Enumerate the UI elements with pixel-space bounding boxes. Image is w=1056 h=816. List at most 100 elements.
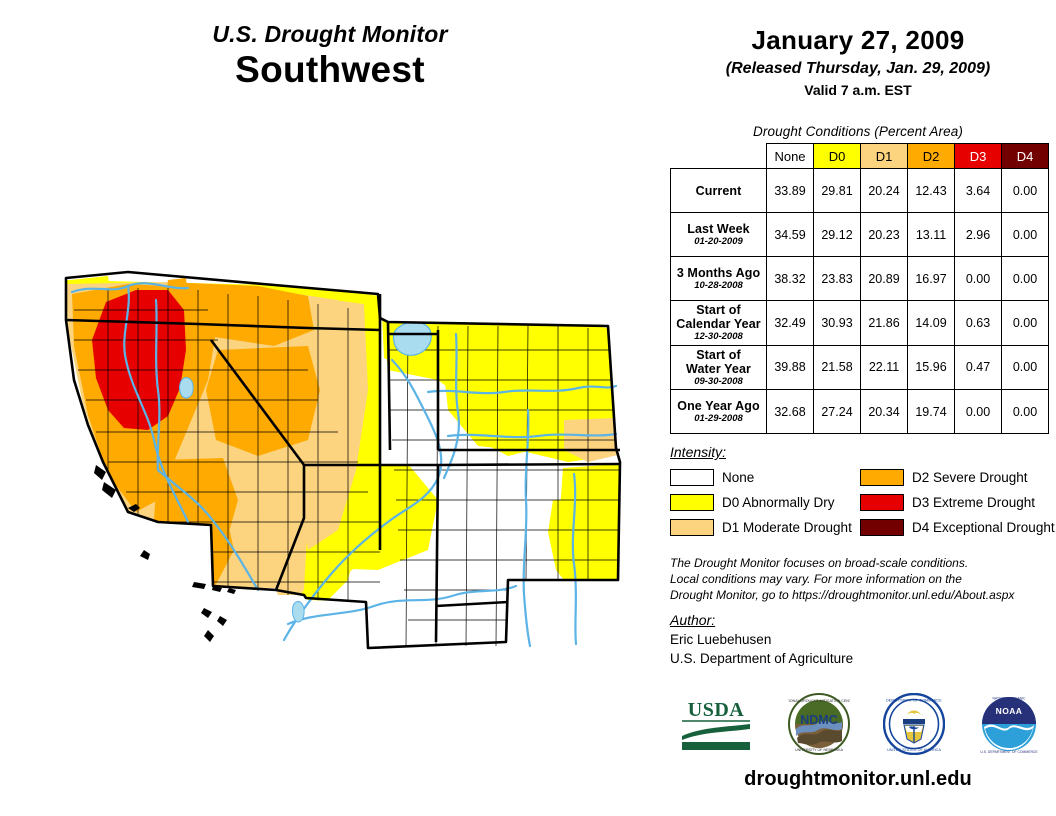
column-header-d4: D4 — [1001, 143, 1049, 169]
row-label-0: Current — [670, 168, 767, 213]
cell-d4: 0.00 — [1001, 300, 1049, 346]
legend-item-d2: D2 Severe Drought — [860, 469, 1056, 486]
cell-none: 38.32 — [766, 256, 814, 301]
cell-none: 33.89 — [766, 168, 814, 213]
map-coast-islands — [94, 465, 236, 642]
svg-text:UNIVERSITY OF NEBRASKA: UNIVERSITY OF NEBRASKA — [794, 748, 843, 752]
page-title-primary: U.S. Drought Monitor — [212, 21, 448, 47]
cell-d4: 0.00 — [1001, 344, 1049, 391]
map-county-borders — [74, 288, 620, 647]
report-date: January 27, 2009 — [751, 25, 965, 55]
svg-text:NDMC: NDMC — [800, 713, 838, 727]
table-row: Start of Calendar Year 12-30-2008 32.49 30.9… — [670, 300, 1049, 346]
cell-d2: 15.96 — [907, 344, 955, 391]
cell-d2: 16.97 — [907, 256, 955, 301]
map-state-borders — [64, 270, 622, 650]
usda-logo: USDA — [677, 696, 755, 757]
row-label-text: Current — [695, 183, 742, 198]
cell-d0: 29.81 — [813, 168, 861, 213]
author-block: Author: Eric Luebehusen U.S. Department … — [670, 612, 1056, 668]
drought-conditions-table: None D0 D1 D2 D3 D4 Current 33.89 29.81 20.… — [670, 143, 1049, 435]
table-corner-cell — [671, 144, 767, 169]
row-label-date: 12-30-2008 — [694, 331, 743, 342]
cell-none: 39.88 — [766, 344, 814, 391]
cell-d4: 0.00 — [1001, 389, 1049, 435]
row-label-3: Start of Calendar Year 12-30-2008 — [670, 300, 767, 346]
table-header-row: None D0 D1 D2 D3 D4 — [671, 143, 1049, 169]
cell-d0: 30.93 — [813, 300, 861, 346]
disclaimer-line-1: The Drought Monitor focuses on broad-sca… — [670, 556, 969, 570]
author-label: Author: — [670, 612, 716, 628]
cell-d4: 0.00 — [1001, 168, 1049, 213]
cell-d3: 2.96 — [954, 212, 1002, 257]
page-title-region: Southwest — [235, 49, 425, 91]
legend-item-d1: D1 Moderate Drought — [670, 519, 860, 536]
report-valid-time: Valid 7 a.m. EST — [804, 82, 912, 99]
cell-d2: 14.09 — [907, 300, 955, 346]
row-label-4: Start of Water Year 09-30-2008 — [670, 344, 767, 391]
cell-d2: 19.74 — [907, 389, 955, 435]
cell-d3: 0.63 — [954, 300, 1002, 346]
table-row: Start of Water Year 09-30-2008 39.88 21.58 22… — [670, 344, 1049, 391]
cell-d1: 20.34 — [860, 389, 908, 435]
map-layer-d3 — [92, 290, 186, 430]
row-label-date: 10-28-2008 — [694, 279, 743, 291]
noaa-logo: NOAA NATIONAL OCEANIC U.S. DEPARTMENT OF… — [978, 693, 1040, 760]
table-row: 3 Months Ago 10-28-2008 38.32 23.83 20.89 16.… — [670, 256, 1049, 301]
svg-text:NOAA: NOAA — [995, 706, 1022, 716]
svg-text:NATIONAL OCEANIC: NATIONAL OCEANIC — [992, 696, 1026, 700]
cell-none: 34.59 — [766, 212, 814, 257]
legend-label-d2: D2 Severe Drought — [912, 470, 1028, 485]
cell-d4: 0.00 — [1001, 256, 1049, 301]
cell-d1: 22.11 — [860, 344, 908, 391]
cell-none: 32.49 — [766, 300, 814, 346]
report-header: January 27, 2009 (Released Thursday, Jan… — [660, 25, 1056, 99]
legend-item-none: None — [670, 469, 860, 486]
row-label-date: 01-20-2009 — [694, 235, 743, 247]
agency-logos: USDA NDMC NATIONAL DROUGHT MITIGATION CE… — [660, 692, 1056, 760]
cell-d1: 20.89 — [860, 256, 908, 301]
author-name: Eric Luebehusen — [670, 632, 772, 647]
row-label-date: 01-29-2008 — [694, 412, 743, 424]
legend-swatch-d1 — [670, 519, 714, 536]
cell-d2: 13.11 — [907, 212, 955, 257]
cell-d3: 0.00 — [954, 389, 1002, 435]
legend-label-d3: D3 Extreme Drought — [912, 495, 1036, 510]
footer-url: droughtmonitor.unl.edu — [744, 768, 972, 790]
row-label-text: 3 Months Ago — [676, 265, 761, 280]
cell-d0: 21.58 — [813, 344, 861, 391]
drought-map-svg — [8, 250, 658, 660]
legend-swatch-d2 — [860, 469, 904, 486]
table-row: One Year Ago 01-29-2008 32.68 27.24 20.34 19.… — [670, 389, 1049, 435]
disclaimer-text: The Drought Monitor focuses on broad-sca… — [670, 556, 1056, 604]
svg-text:DEPARTMENT OF COMMERCE: DEPARTMENT OF COMMERCE — [886, 698, 942, 702]
svg-text:UNITED STATES OF AMERICA: UNITED STATES OF AMERICA — [887, 748, 941, 752]
legend-label-d1: D1 Moderate Drought — [722, 520, 852, 535]
svg-text:USDA: USDA — [687, 699, 744, 721]
intensity-legend-title: Intensity: — [670, 444, 727, 460]
svg-text:U.S. DEPARTMENT OF COMMERCE: U.S. DEPARTMENT OF COMMERCE — [980, 750, 1038, 754]
cell-none: 32.68 — [766, 389, 814, 435]
cell-d3: 3.64 — [954, 168, 1002, 213]
row-label-text: One Year Ago — [677, 398, 760, 413]
row-label-5: One Year Ago 01-29-2008 — [670, 389, 767, 435]
legend-item-d0: D0 Abnormally Dry — [670, 494, 860, 511]
legend-swatch-d4 — [860, 519, 904, 536]
legend-swatch-d0 — [670, 494, 714, 511]
ndmc-logo: NDMC NATIONAL DROUGHT MITIGATION CENTER … — [781, 692, 856, 760]
map-title-block: U.S. Drought Monitor Southwest — [0, 21, 660, 92]
row-label-date: 09-30-2008 — [694, 375, 743, 387]
map-rivers — [70, 282, 618, 648]
column-header-d2: D2 — [907, 143, 955, 169]
row-label-text: Last Week — [687, 221, 750, 236]
table-row: Current 33.89 29.81 20.24 12.43 3.64 0.00 — [670, 168, 1049, 213]
row-label-text: Start of Water Year — [686, 347, 751, 376]
cell-d0: 27.24 — [813, 389, 861, 435]
disclaimer-line-3: Drought Monitor, go to https://droughtmo… — [670, 587, 1015, 602]
legend-swatch-d3 — [860, 494, 904, 511]
column-header-none: None — [766, 143, 814, 169]
row-label-text: Start of Calendar Year — [676, 303, 761, 331]
cell-d0: 29.12 — [813, 212, 861, 257]
cell-d1: 21.86 — [860, 300, 908, 346]
column-header-d0: D0 — [813, 143, 861, 169]
